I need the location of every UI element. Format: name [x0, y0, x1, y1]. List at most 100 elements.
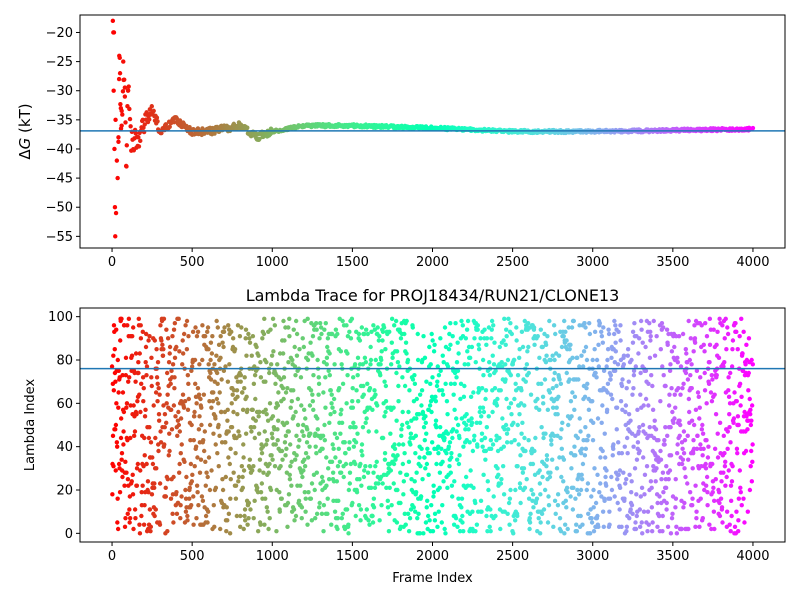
- lambda-point: [174, 489, 179, 495]
- lambda-point: [464, 422, 469, 428]
- lambda-point: [654, 333, 659, 339]
- lambda-point: [175, 433, 180, 439]
- lambda-point: [642, 472, 648, 478]
- lambda-point: [665, 524, 671, 530]
- lambda-point: [498, 526, 503, 532]
- lambda-point: [310, 333, 316, 339]
- lambda-point: [632, 320, 637, 326]
- lambda-point: [612, 368, 618, 374]
- lambda-point: [206, 362, 211, 367]
- lambda-point: [616, 329, 621, 335]
- lambda-point: [335, 515, 341, 521]
- x-tick-label: 0: [108, 549, 116, 564]
- lambda-point: [191, 437, 196, 443]
- lambda-point: [530, 492, 536, 497]
- lambda-point: [176, 316, 181, 322]
- lambda-point: [165, 528, 170, 534]
- lambda-point: [722, 450, 727, 456]
- lambda-point: [276, 418, 281, 423]
- lambda-point: [245, 407, 250, 413]
- lambda-point: [423, 414, 428, 419]
- lambda-point: [508, 487, 513, 493]
- lambda-point: [363, 463, 368, 469]
- lambda-point: [621, 362, 627, 367]
- lambda-point: [320, 433, 326, 439]
- lambda-point: [301, 407, 307, 413]
- lambda-point: [475, 323, 481, 328]
- lambda-point: [481, 372, 486, 378]
- lambda-point: [421, 424, 427, 430]
- lambda-point: [163, 485, 168, 491]
- lambda-point: [326, 476, 332, 482]
- lambda-point: [466, 427, 471, 432]
- lambda-point: [370, 520, 376, 525]
- lambda-point: [600, 448, 605, 454]
- lambda-point: [119, 457, 124, 462]
- lambda-point: [359, 483, 364, 488]
- lambda-point: [267, 515, 272, 521]
- lambda-point: [447, 331, 452, 337]
- lambda-point: [308, 388, 314, 393]
- lambda-point: [634, 513, 639, 519]
- lambda-point: [660, 513, 665, 519]
- lambda-point: [268, 487, 274, 493]
- lambda-point: [636, 351, 641, 356]
- lambda-point: [585, 481, 591, 486]
- lambda-point: [206, 346, 211, 352]
- delta-g-point: [245, 125, 250, 130]
- lambda-point: [229, 401, 234, 406]
- lambda-point: [504, 396, 509, 402]
- x-tick-label: 2000: [416, 255, 449, 270]
- lambda-point: [156, 385, 161, 391]
- lambda-point: [120, 372, 125, 378]
- lambda-point: [507, 522, 512, 527]
- lambda-point: [111, 323, 117, 328]
- lambda-point: [572, 394, 578, 400]
- lambda-point: [730, 346, 735, 352]
- lambda-point: [261, 331, 267, 337]
- lambda-point: [564, 338, 569, 343]
- lambda-point: [424, 505, 429, 510]
- lambda-point: [722, 359, 727, 365]
- lambda-point: [146, 435, 152, 441]
- delta-g-point: [154, 115, 160, 120]
- lambda-point: [436, 372, 442, 378]
- lambda-point: [489, 318, 495, 324]
- lambda-point: [430, 528, 436, 534]
- lambda-point: [242, 385, 247, 391]
- lambda-point: [681, 381, 686, 387]
- lambda-point: [425, 498, 430, 504]
- lambda-point: [288, 442, 293, 447]
- lambda-point: [307, 403, 313, 408]
- lambda-point: [422, 355, 428, 361]
- lambda-point: [637, 524, 643, 530]
- lambda-point: [444, 450, 449, 456]
- lambda-point: [415, 357, 421, 363]
- lambda-point: [519, 388, 524, 393]
- lambda-point: [266, 470, 271, 475]
- lambda-point: [541, 401, 546, 406]
- lambda-point: [447, 440, 453, 445]
- lambda-point: [487, 359, 492, 365]
- lambda-point: [643, 344, 648, 350]
- lambda-point: [433, 418, 439, 423]
- lambda-point: [241, 455, 246, 460]
- lambda-point: [566, 422, 571, 428]
- lambda-point: [428, 362, 433, 367]
- lambda-point: [240, 474, 245, 480]
- lambda-point: [141, 522, 147, 527]
- lambda-point: [143, 359, 148, 365]
- lambda-point: [186, 396, 191, 402]
- lambda-point: [125, 323, 130, 328]
- lambda-point: [315, 427, 320, 432]
- lambda-point: [152, 513, 157, 519]
- delta-g-point: [119, 108, 124, 114]
- lambda-point: [649, 485, 654, 491]
- lambda-point: [417, 392, 423, 397]
- lambda-point: [415, 515, 420, 521]
- lambda-point: [436, 444, 441, 449]
- lambda-point: [282, 338, 287, 343]
- lambda-chart-title: Lambda Trace for PROJ18434/RUN21/CLONE13: [246, 286, 620, 305]
- delta-g-point: [122, 85, 128, 90]
- y-tick-label: −50: [46, 201, 73, 216]
